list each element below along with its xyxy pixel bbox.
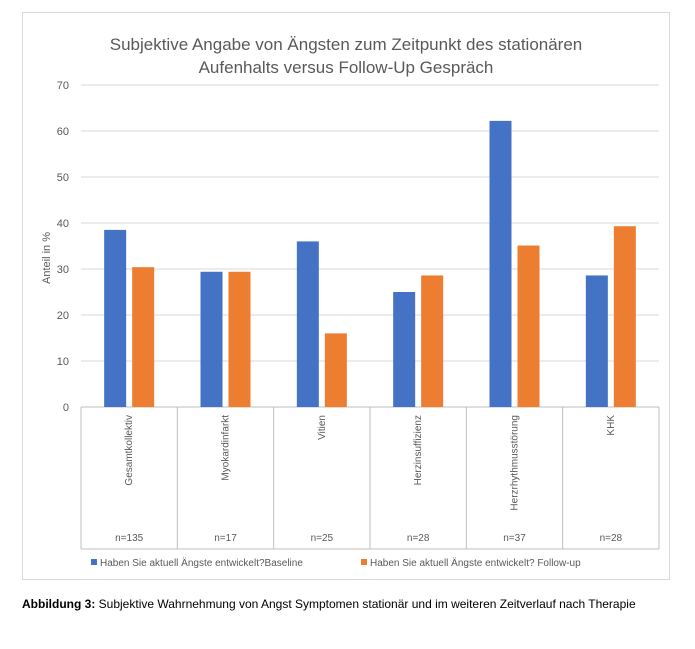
legend-label: Haben Sie aktuell Ängste entwickelt? Fol…: [370, 557, 581, 569]
chart-title-line-1: Subjektive Angabe von Ängsten zum Zeitpu…: [110, 35, 583, 54]
bar-baseline: [296, 241, 319, 407]
bar-baseline: [200, 271, 223, 407]
category-label: Herzinsuffizienz: [413, 415, 424, 485]
chart-frame: Subjektive Angabe von Ängsten zum Zeitpu…: [22, 12, 670, 580]
bar-follow-up: [613, 226, 636, 407]
sample-size-label: n=17: [214, 533, 237, 544]
y-tick-label: 0: [63, 402, 69, 414]
bar-follow-up: [132, 267, 155, 407]
y-tick-label: 40: [57, 218, 69, 230]
y-tick-label: 30: [57, 264, 69, 276]
legend: Haben Sie aktuell Ängste entwickelt?Base…: [91, 557, 581, 569]
sample-size-label: n=25: [311, 533, 334, 544]
y-tick-label: 70: [57, 80, 69, 92]
bar-baseline: [104, 229, 127, 407]
bar-follow-up: [421, 275, 444, 407]
gridlines: [81, 84, 659, 408]
bar-follow-up: [228, 271, 251, 407]
bar-chart: Subjektive Angabe von Ängsten zum Zeitpu…: [41, 35, 660, 569]
chart-title-line-2: Aufenhalts versus Follow-Up Gespräch: [199, 58, 494, 77]
bars: [104, 120, 636, 407]
caption-label: Abbildung 3:: [22, 597, 96, 611]
sample-size-label: n=28: [600, 533, 623, 544]
legend-swatch: [91, 559, 97, 565]
y-tick-label: 50: [57, 172, 69, 184]
legend-label: Haben Sie aktuell Ängste entwickelt?Base…: [100, 557, 303, 569]
y-axis-label: Anteil in %: [41, 232, 53, 284]
y-axis-ticks: 0 10 20 30 40 50 60 70: [57, 80, 69, 414]
bar-baseline: [585, 275, 608, 407]
sample-size-label: n=37: [503, 533, 526, 544]
bar-baseline: [393, 292, 416, 407]
figure-caption: Abbildung 3: Subjektive Wahrnehmung von …: [22, 596, 672, 612]
category-label: Herzrhythmusstörung: [510, 415, 521, 511]
y-tick-label: 20: [57, 310, 69, 322]
legend-swatch: [361, 559, 367, 565]
y-tick-label: 60: [57, 126, 69, 138]
category-label: Myokardinfarkt: [221, 415, 232, 481]
category-label: KHK: [606, 415, 617, 436]
caption-text: Subjektive Wahrnehmung von Angst Symptom…: [95, 597, 636, 611]
bar-follow-up: [517, 245, 540, 407]
bar-follow-up: [324, 333, 347, 407]
y-tick-label: 10: [57, 356, 69, 368]
category-label: Gesamtkollektiv: [124, 415, 135, 486]
category-label: Vitien: [317, 415, 328, 440]
bar-baseline: [489, 120, 512, 407]
category-table: Gesamtkollektiv n=135 Myokardinfarkt n=17 Vi…: [80, 407, 660, 550]
sample-size-label: n=135: [115, 533, 144, 544]
sample-size-label: n=28: [407, 533, 430, 544]
